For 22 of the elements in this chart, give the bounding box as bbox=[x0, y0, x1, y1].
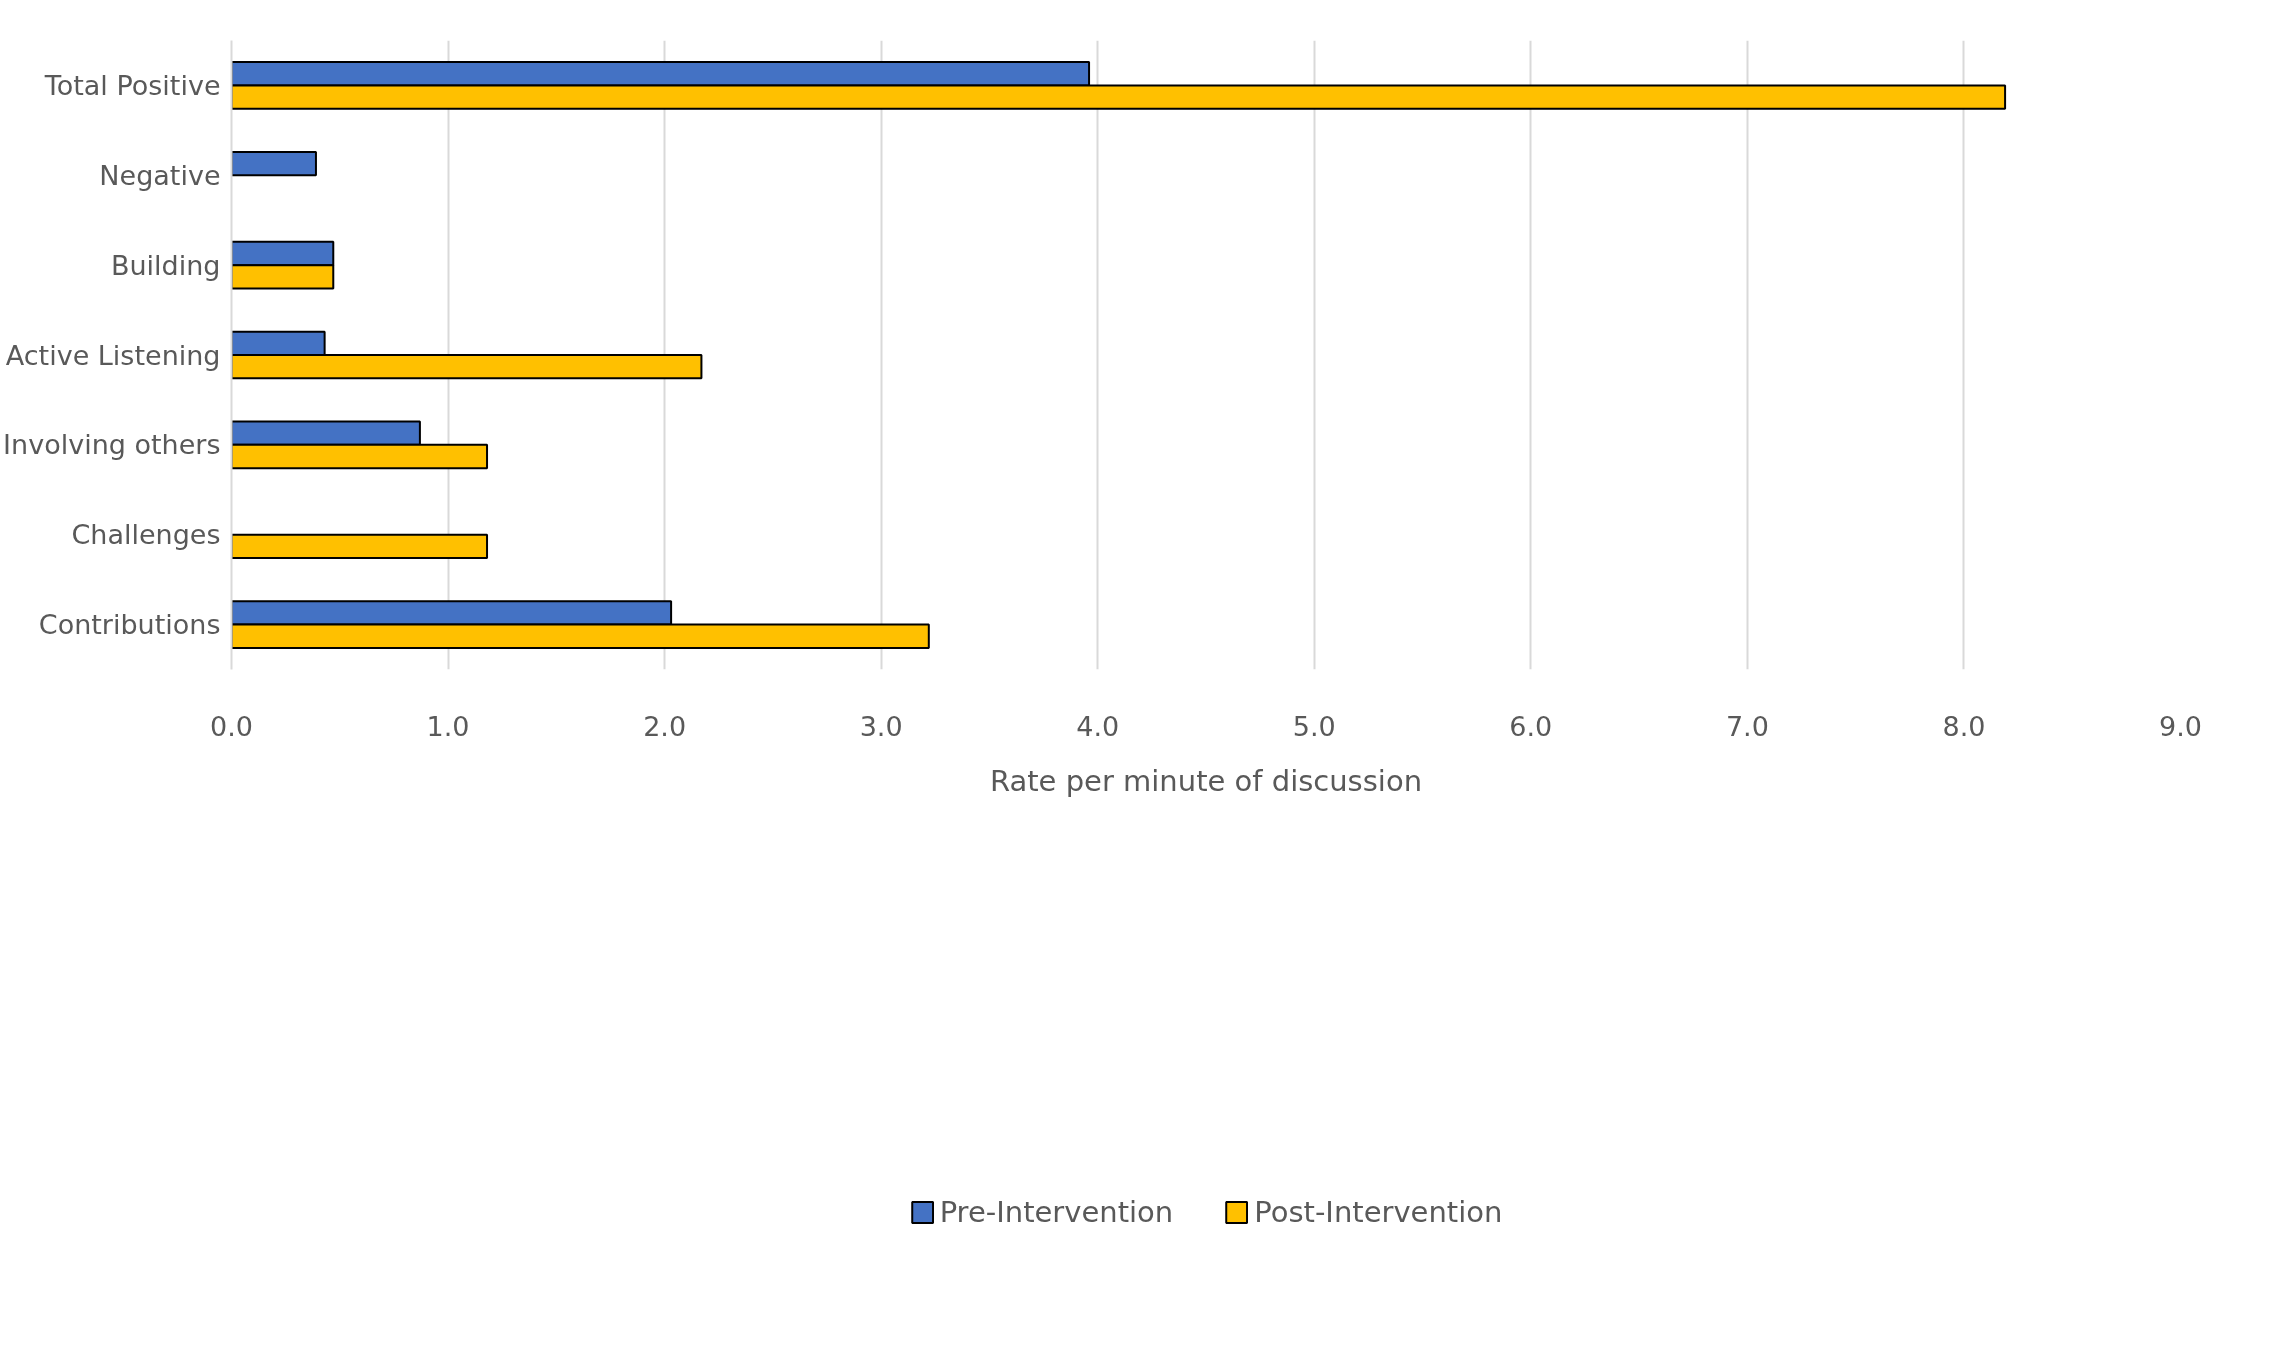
y-tick-label: Involving others bbox=[3, 429, 221, 461]
x-tick-label: 7.0 bbox=[1725, 710, 1769, 742]
legend-label: Post-Intervention bbox=[1254, 1194, 1503, 1229]
y-tick-label: Challenges bbox=[71, 519, 221, 551]
x-axis-title: Rate per minute of discussion bbox=[989, 763, 1423, 798]
x-tick-label: 0.0 bbox=[210, 710, 253, 742]
x-tick-label: 3.0 bbox=[859, 710, 903, 742]
x-tick-label: 5.0 bbox=[1292, 710, 1336, 742]
y-tick-label: Negative bbox=[99, 159, 221, 191]
x-tick-label: 8.0 bbox=[1942, 710, 1986, 742]
y-tick-label: Total Positive bbox=[43, 69, 221, 101]
x-tick-label: 4.0 bbox=[1076, 710, 1120, 742]
x-tick-label: 2.0 bbox=[643, 710, 687, 742]
legend-label: Pre-Intervention bbox=[939, 1194, 1174, 1229]
x-tick-label: 6.0 bbox=[1509, 710, 1553, 742]
x-tick-label: 9.0 bbox=[2159, 710, 2202, 742]
y-tick-label: Building bbox=[110, 249, 221, 281]
bar bbox=[231, 150, 317, 177]
bar bbox=[231, 533, 489, 560]
y-tick-label: Contributions bbox=[38, 609, 221, 641]
y-tick-label: Active Listening bbox=[5, 339, 221, 371]
x-tick-label: 1.0 bbox=[426, 710, 470, 742]
